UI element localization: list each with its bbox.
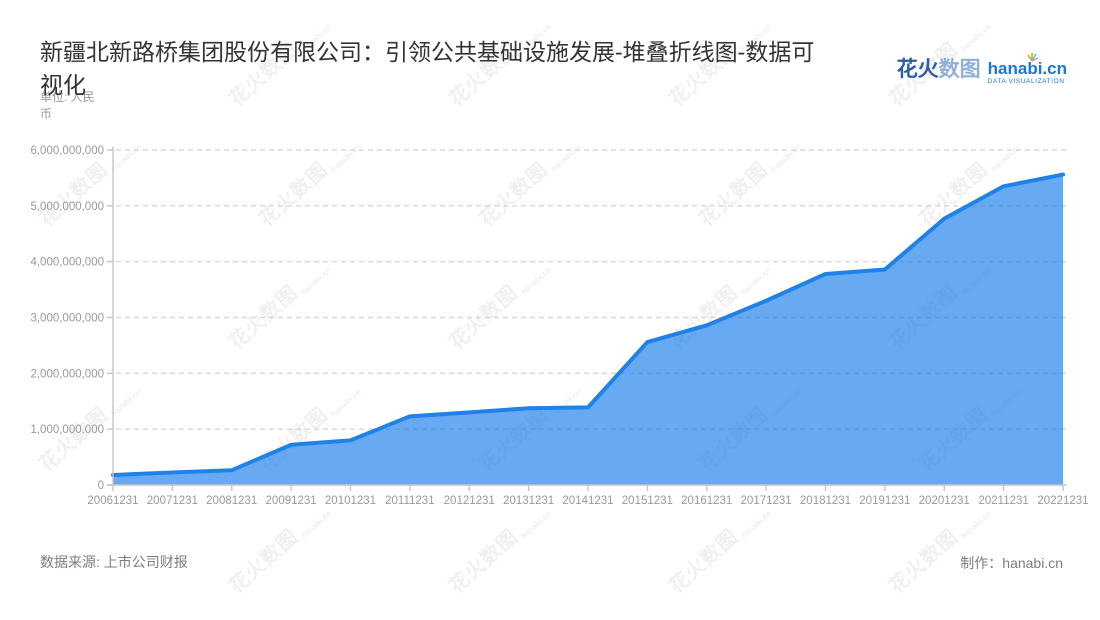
x-tick-label: 20211231 xyxy=(978,495,1028,507)
logo-shutu-text: 数图 xyxy=(938,58,981,81)
logo-en-block: hanabi.cn DATA VISUALIZATION xyxy=(987,53,1067,85)
x-tick-label: 20111231 xyxy=(385,495,434,507)
axes xyxy=(107,147,1067,491)
credit-label: 制作：hanabi.cn xyxy=(960,555,1063,571)
x-tick-label: 20061231 xyxy=(87,495,138,507)
x-tick-label: 20091231 xyxy=(266,495,317,507)
axis-unit-label: 单位: 人民币 xyxy=(40,90,95,121)
x-tick-label: 20071231 xyxy=(147,495,198,507)
y-tick-label: 1,000,000,000 xyxy=(30,424,104,436)
hanabi-logo: 花火数图 hanabi.cn DATA VISUALIZATION xyxy=(897,53,1067,85)
y-tick-label: 2,000,000,000 xyxy=(30,368,104,380)
y-tick-label: 6,000,000,000 xyxy=(30,145,104,157)
logo-tagline-text: DATA VISUALIZATION xyxy=(987,78,1065,85)
x-axis-labels: 20061231 20071231 20081231 20091231 20101231… xyxy=(87,495,1088,507)
logo-domain-text: hanabi.cn xyxy=(987,59,1067,78)
x-tick-label: 20201231 xyxy=(919,495,970,507)
x-tick-label: 20221231 xyxy=(1037,495,1088,507)
x-tick-label: 20101231 xyxy=(325,495,376,507)
y-tick-label: 4,000,000,000 xyxy=(30,257,104,269)
x-tick-label: 20151231 xyxy=(622,495,673,507)
y-tick-label: 5,000,000,000 xyxy=(30,201,104,213)
page-title: 新疆北新路桥集团股份有限公司：引领公共基础设施发展-堆叠折线图-数据可视化 xyxy=(40,39,815,98)
area-series-line xyxy=(111,172,1065,477)
sparkle-icon xyxy=(1026,53,1038,62)
x-tick-label: 20191231 xyxy=(859,495,910,507)
logo-huahuo-text: 花火 xyxy=(896,58,939,81)
area-series-fill xyxy=(113,174,1063,486)
data-source-label: 数据来源: 上市公司财报 xyxy=(40,554,188,570)
x-tick-label: 20171231 xyxy=(741,495,792,507)
y-axis-labels: 0 1,000,000,000 2,000,000,000 3,000,000,000… xyxy=(30,145,104,492)
x-tick-label: 20161231 xyxy=(681,495,732,507)
x-tick-label: 20081231 xyxy=(206,495,257,507)
y-tick-label: 0 xyxy=(98,480,104,492)
y-tick-label: 3,000,000,000 xyxy=(30,313,104,325)
x-tick-label: 20181231 xyxy=(800,495,851,507)
x-tick-label: 20121231 xyxy=(444,495,495,507)
x-tick-label: 20141231 xyxy=(562,495,613,507)
logo-cn-text: 花火数图 xyxy=(897,58,981,82)
x-tick-label: 20131231 xyxy=(503,495,554,507)
